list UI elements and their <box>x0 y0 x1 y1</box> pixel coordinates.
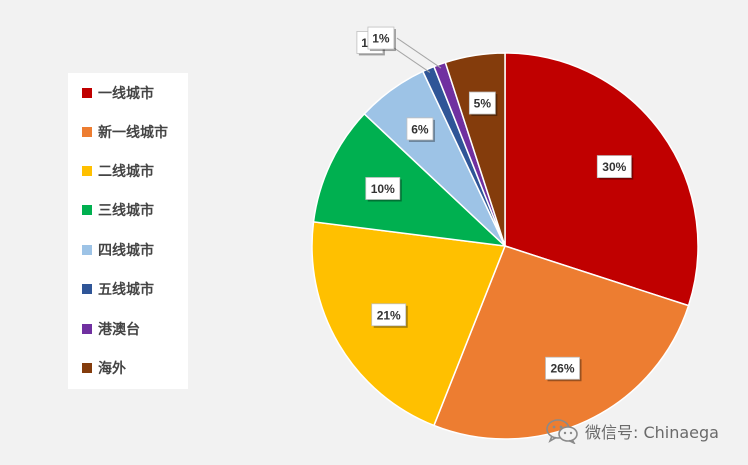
legend-label: 五线城市 <box>98 282 154 298</box>
legend-item-tier5: 五线城市 <box>82 279 154 299</box>
legend-swatch <box>82 88 92 98</box>
legend-label: 海外 <box>98 361 126 377</box>
legend-swatch <box>82 324 92 334</box>
pie-slices <box>311 52 699 440</box>
legend-swatch <box>82 363 92 373</box>
data-label-overseas: 5% <box>468 91 498 117</box>
legend-label: 二线城市 <box>98 164 154 180</box>
data-label-tier4: 6% <box>406 117 435 142</box>
pie-slice-new-tier1 <box>432 245 690 440</box>
data-label-text: 30% <box>602 160 626 174</box>
legend-label: 四线城市 <box>98 243 154 259</box>
legend-item-tier2: 二线城市 <box>82 161 154 181</box>
legend-swatch <box>82 284 92 294</box>
wechat-icon <box>546 419 578 444</box>
pie-slice-tier3 <box>312 112 508 248</box>
data-label-tier1: 30% <box>596 155 634 180</box>
legend-swatch <box>82 127 92 137</box>
pie-slice-tier1 <box>504 52 699 307</box>
watermark-text: 微信号: Chinaega <box>585 423 719 442</box>
data-label-text: 5% <box>474 97 492 111</box>
data-label-text: 1% <box>372 32 390 46</box>
watermark: 微信号: Chinaega <box>545 418 719 444</box>
leader-line-hk-macau-taiwan <box>396 37 442 69</box>
data-labels: 30%26%21%10%6%1%1%5% <box>356 26 634 382</box>
legend-item-new-tier1: 新一线城市 <box>82 122 168 142</box>
legend-swatch <box>82 166 92 176</box>
legend-item-tier4: 四线城市 <box>82 240 154 260</box>
legend-label: 三线城市 <box>98 203 154 219</box>
legend-item-hk-macau-taiwan: 港澳台 <box>82 319 140 339</box>
data-label-tier3: 10% <box>365 177 402 202</box>
legend-label: 港澳台 <box>98 322 140 338</box>
data-label-text: 26% <box>551 362 575 376</box>
pie-slice-tier2 <box>311 220 507 427</box>
legend-item-tier3: 三线城市 <box>82 200 154 220</box>
legend-swatch <box>82 205 92 215</box>
data-label-text: 10% <box>371 182 395 196</box>
legend: 一线城市 新一线城市 二线城市 三线城市 四线城市 五线城市 港澳台 海外 <box>68 73 188 389</box>
data-label-new-tier1: 26% <box>545 356 582 382</box>
data-label-text: 6% <box>411 122 429 136</box>
data-label-text: 21% <box>377 308 401 322</box>
legend-item-overseas: 海外 <box>82 358 126 378</box>
data-label-tier2: 21% <box>371 303 408 328</box>
legend-label: 新一线城市 <box>98 125 168 141</box>
legend-label: 一线城市 <box>98 86 154 102</box>
legend-swatch <box>82 245 92 255</box>
legend-item-tier1: 一线城市 <box>82 83 154 103</box>
data-label-hk-macau-taiwan: 1% <box>367 26 396 52</box>
